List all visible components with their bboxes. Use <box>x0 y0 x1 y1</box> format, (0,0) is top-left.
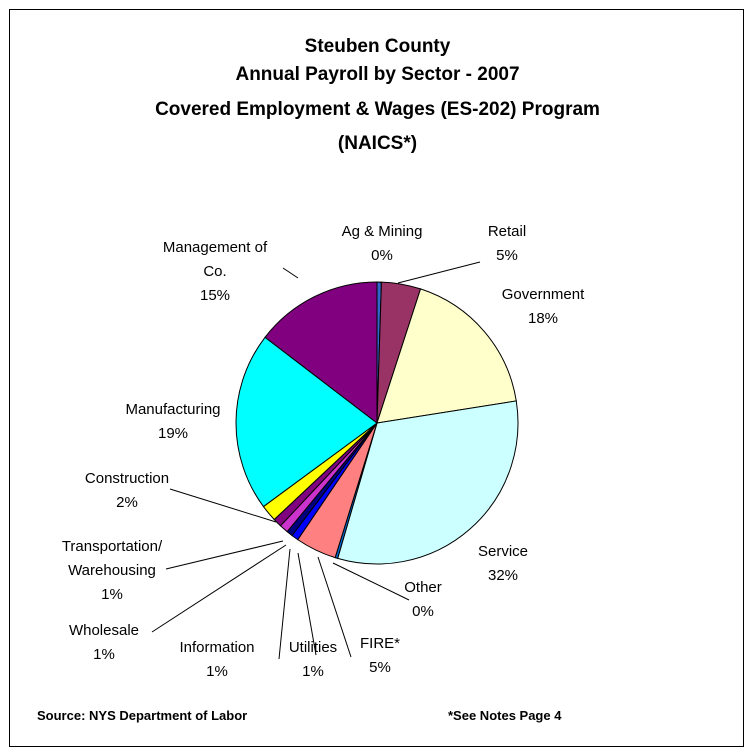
pie-slice-service <box>337 400 519 565</box>
leader-line <box>282 267 299 279</box>
pie-slice-manufacturing <box>235 336 378 508</box>
slice-label: FIRE* 5% <box>360 635 400 676</box>
leader-line <box>169 488 277 523</box>
leader-line <box>317 556 352 658</box>
slice-label: Management of Co. 15% <box>163 239 268 304</box>
leader-line <box>397 261 481 284</box>
slice-label: Information 1% <box>179 639 254 680</box>
slice-label: Retail 5% <box>488 223 526 264</box>
slice-label: Transportation/Warehousing 1% <box>62 538 163 603</box>
chart-title-line-4: (NAICS*) <box>337 133 418 154</box>
pie-slice-government <box>376 288 517 424</box>
leader-line <box>379 281 383 284</box>
slice-label: Other 0% <box>404 579 442 620</box>
slice-label: Government 18% <box>502 286 585 327</box>
chart-title-line-2: Annual Payroll by Sector - 2007 <box>235 64 520 85</box>
chart-title-line-1: Steuben County <box>304 36 451 57</box>
slice-label: Construction 2% <box>85 470 169 511</box>
leader-line <box>165 540 284 570</box>
chart-title-line-3: Covered Employment & Wages (ES-202) Prog… <box>155 99 600 120</box>
leader-line <box>278 548 291 660</box>
source-note: Source: NYS Department of Labor <box>37 708 248 723</box>
slice-label: Service 32% <box>478 543 528 584</box>
leader-line <box>297 552 317 656</box>
leader-line <box>151 544 287 633</box>
slice-label: Utilities 1% <box>289 639 337 680</box>
slice-label: Ag & Mining 0% <box>342 223 423 264</box>
pie-slice-management-of-co <box>264 281 378 425</box>
slice-label: Wholesale 1% <box>69 622 139 663</box>
leader-line <box>332 562 410 601</box>
notes-reference: *See Notes Page 4 <box>448 708 562 723</box>
slice-label: Manufacturing 19% <box>125 401 220 442</box>
